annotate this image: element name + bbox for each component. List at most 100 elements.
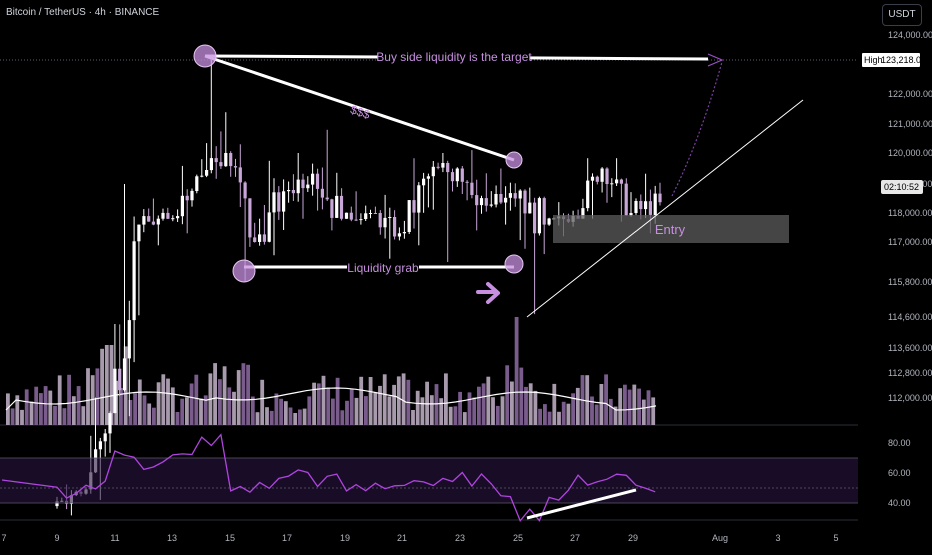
volume-bar: [552, 383, 557, 425]
volume-bar: [420, 397, 425, 425]
x-tick-label: 21: [397, 533, 407, 543]
volume-bar: [180, 398, 185, 425]
volume-bar: [566, 403, 571, 425]
rsi-divergence-line: [526, 488, 637, 520]
volume-bar: [608, 398, 613, 425]
volume-bar: [500, 396, 505, 425]
candle-body: [378, 213, 382, 228]
countdown-badge: [881, 180, 923, 194]
price-tick-label: 124,000.00: [888, 30, 932, 40]
volume-bar: [53, 406, 57, 425]
candle-body: [586, 180, 590, 209]
candle-body: [98, 441, 102, 450]
candle-body: [205, 170, 209, 176]
volume-bar: [641, 399, 646, 425]
volume-bar: [142, 395, 147, 425]
candle-body: [291, 190, 295, 194]
candle-body: [475, 195, 479, 206]
candle-body: [344, 212, 349, 219]
candle-body: [615, 179, 619, 184]
candle-body: [118, 368, 122, 391]
volume-bar: [538, 408, 542, 425]
candle-body: [581, 208, 585, 219]
candle-body: [248, 198, 252, 238]
volume-bar: [524, 386, 528, 425]
candle-body: [450, 172, 455, 182]
volume-bar: [467, 392, 472, 425]
candle-body: [306, 184, 310, 189]
volume-bar: [255, 412, 260, 425]
volume-bar: [29, 401, 34, 425]
currency-button[interactable]: USDT: [882, 4, 922, 26]
candle-body: [238, 167, 242, 183]
candle-body: [600, 168, 604, 182]
volume-bar: [368, 377, 373, 425]
volume-bar: [199, 398, 203, 425]
volume-bar: [364, 396, 368, 425]
candle-body: [262, 234, 266, 242]
high-badge: [862, 53, 920, 67]
candle-body: [209, 158, 213, 171]
candle-body: [272, 192, 276, 213]
volume-bar: [269, 410, 274, 425]
x-tick-label: 5: [833, 533, 838, 543]
volume-bar: [396, 376, 401, 425]
candle-body: [214, 158, 218, 163]
volume-bar: [15, 395, 20, 425]
candle-body: [441, 163, 445, 168]
volume-bar: [241, 363, 246, 425]
volume-bar: [100, 348, 104, 425]
swing-high-circle: [193, 44, 217, 68]
volume-bar: [246, 364, 250, 425]
volume-bar: [354, 397, 359, 425]
volume-bar: [48, 390, 53, 425]
rsi-tick-label: 80.00: [888, 438, 911, 448]
volume-bar: [81, 406, 86, 425]
candle-body: [253, 237, 257, 242]
price-tick-label: 114,600.00: [888, 312, 932, 322]
candle-body: [446, 163, 450, 173]
candle-body: [354, 219, 358, 221]
candle-body: [533, 202, 537, 234]
candle-body: [335, 195, 339, 218]
volume-bar: [387, 396, 392, 425]
volume-bar: [547, 411, 552, 425]
candle-body: [233, 166, 238, 168]
volume-bar: [575, 387, 580, 425]
volume-bar: [321, 375, 326, 425]
candle-body: [397, 233, 401, 237]
volume-bar: [109, 345, 114, 425]
candle-body: [407, 200, 411, 232]
volume-bar: [137, 379, 142, 425]
candle-body: [156, 218, 160, 225]
volume-bar: [345, 400, 349, 425]
candle-body: [325, 197, 329, 200]
volume-bar: [218, 379, 222, 425]
volume-bar: [477, 386, 481, 425]
volume-bar: [340, 410, 345, 425]
volume-bar: [373, 393, 378, 425]
volume-bar: [528, 383, 533, 425]
volume-bar: [637, 388, 641, 425]
volume-bar: [175, 412, 180, 425]
candle-body: [311, 173, 315, 185]
volume-bar: [514, 317, 519, 425]
candle-body: [219, 162, 223, 167]
volume-bar: [265, 407, 269, 425]
candle-body: [287, 190, 291, 192]
volume-bar: [618, 388, 623, 425]
candle-body: [267, 212, 271, 242]
candle-body: [229, 153, 233, 167]
price-tick-label: 118,000.00: [888, 208, 932, 218]
volume-bar: [411, 410, 415, 425]
candle-body: [151, 221, 155, 225]
volume-bar: [147, 403, 152, 425]
volume-bar: [293, 413, 298, 425]
volume-bar: [557, 411, 561, 425]
x-tick-label: Aug: [712, 533, 728, 543]
volume-bar: [434, 384, 439, 425]
candle-body: [648, 201, 652, 215]
volume-bar: [392, 384, 396, 425]
